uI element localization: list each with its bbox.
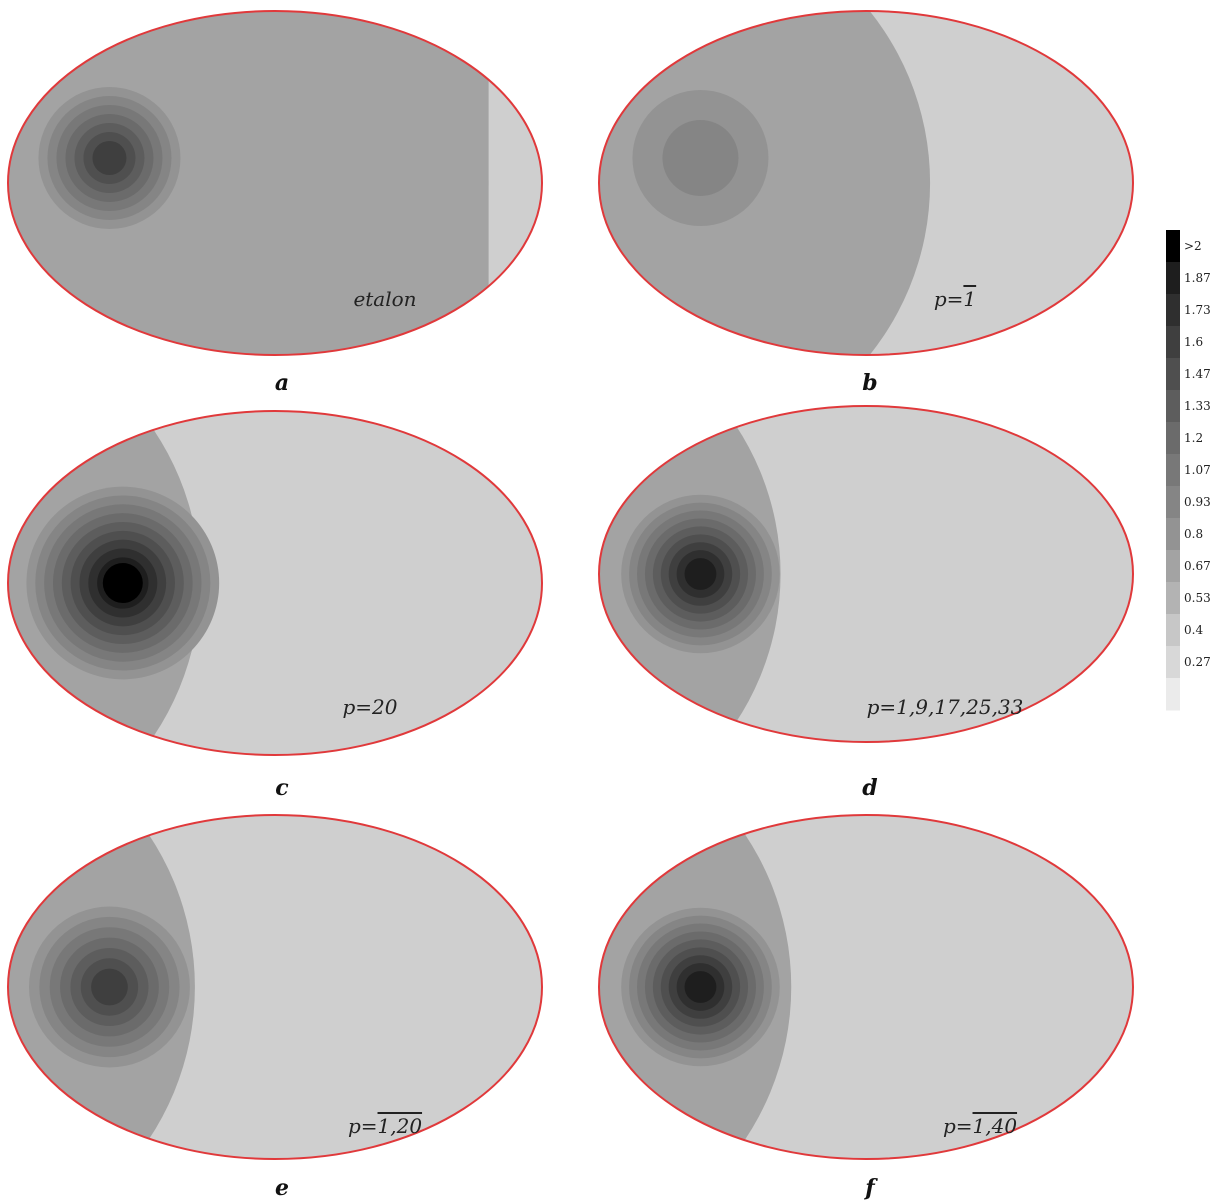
domain-outline	[7, 10, 543, 356]
panel-field	[8, 815, 542, 1159]
caption-overline: 1	[963, 287, 976, 311]
panel-e: p=1,20 e	[7, 814, 543, 1201]
panel-field	[8, 11, 542, 355]
colorbar-swatch	[1166, 230, 1180, 263]
colorbar-tick-label: 1.87	[1184, 271, 1211, 285]
contour-ring	[91, 968, 128, 1006]
panel-label: d	[862, 775, 877, 801]
panel-label: b	[862, 370, 877, 396]
colorbar-tick-label: 1.07	[1184, 463, 1211, 477]
panel-caption: p=1,40	[943, 1114, 1017, 1138]
colorbar-swatch	[1166, 294, 1180, 327]
caption-overline: 1,40	[973, 1114, 1018, 1138]
contour-ring	[92, 141, 127, 175]
colorbar-tick-label: 1.33	[1184, 399, 1211, 413]
contour-ring	[662, 120, 739, 196]
panel-field	[8, 411, 542, 755]
colorbar-swatch	[1166, 550, 1180, 583]
panel-label: a	[275, 370, 289, 396]
colorbar-tick-label: 1.2	[1184, 431, 1203, 445]
colorbar-swatch	[1166, 486, 1180, 519]
panel-c: p=20 c	[7, 410, 543, 801]
panel-a: etalon a	[7, 10, 543, 396]
panel-caption: p=20	[342, 695, 397, 719]
domain-outline	[7, 814, 543, 1160]
contour-ring	[684, 971, 717, 1003]
colorbar-tick-label: 0.4	[1184, 623, 1203, 637]
caption-text: p=1,9,17,25,33	[867, 695, 1024, 719]
colorbar-tick-label: 0.8	[1184, 527, 1203, 541]
colorbar-swatch	[1166, 582, 1180, 615]
colorbar-tick-label: 1.6	[1184, 335, 1203, 349]
panel-field	[599, 11, 1133, 355]
panel-caption: p=1,20	[348, 1114, 422, 1138]
caption-text: p=	[943, 1114, 973, 1138]
panel-label: c	[275, 775, 289, 801]
colorbar-swatch	[1166, 326, 1180, 359]
domain-outline	[598, 405, 1134, 743]
panel-label: e	[275, 1175, 289, 1201]
domain-outline	[598, 10, 1134, 356]
domain-outline	[598, 814, 1134, 1160]
panel-caption: p=1,9,17,25,33	[867, 695, 1024, 719]
panel-label: f	[863, 1175, 878, 1201]
colorbar-swatch	[1166, 454, 1180, 487]
panel-caption: p=1	[934, 287, 976, 311]
contour-ring	[684, 558, 717, 590]
colorbar-swatch	[1166, 614, 1180, 647]
colorbar-swatch	[1166, 518, 1180, 551]
colorbar-tick-label: 1.73	[1184, 303, 1211, 317]
colorbar-swatch	[1166, 390, 1180, 423]
panel-caption: etalon	[353, 287, 416, 311]
colorbar-tick-label: >2	[1184, 239, 1202, 253]
colorbar-swatch	[1166, 262, 1180, 295]
panel-b: p=1 b	[598, 10, 1134, 396]
caption-text: etalon	[353, 287, 416, 311]
colorbar-tick-label: 0.53	[1184, 591, 1211, 605]
caption-overline: 1,20	[378, 1114, 423, 1138]
colorbar-swatch	[1166, 422, 1180, 455]
caption-text: p=	[934, 287, 964, 311]
caption-text: p=20	[342, 695, 397, 719]
colorbar-tick-label: 0.27	[1184, 655, 1211, 669]
panels-group: etalonap=1bp=20cp=1,9,17,25,33dp=1,20ep=…	[7, 10, 1134, 1201]
caption-text: p=	[348, 1114, 378, 1138]
colorbar-swatch	[1166, 358, 1180, 391]
contour-peak	[102, 563, 143, 603]
colorbar-swatch	[1166, 646, 1180, 679]
domain-outline	[7, 410, 543, 756]
colorbar-tick-label: 0.67	[1184, 559, 1211, 573]
colorbar-tick-label: 0.93	[1184, 495, 1211, 509]
colorbar: >2 1.87 1.73 1.6 1.47 1.33 1.2 1.07 0.93 0.8 0.67 0…	[1166, 230, 1211, 711]
colorbar-tick-label: 1.47	[1184, 367, 1211, 381]
colorbar-swatch	[1166, 678, 1180, 711]
